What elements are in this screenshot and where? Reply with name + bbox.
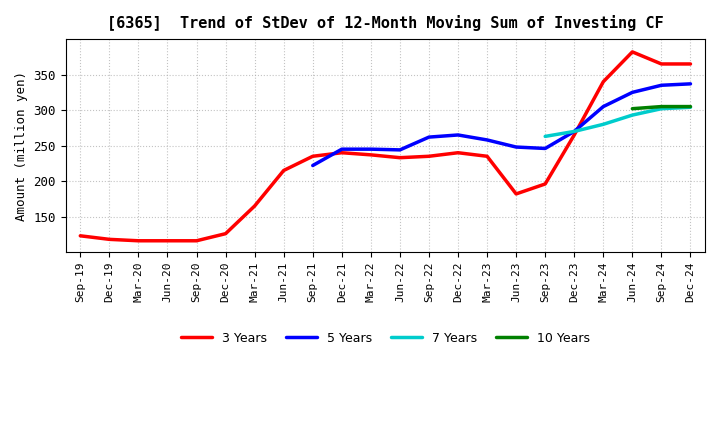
- 3 Years: [425, 154, 433, 159]
- 5 Years: [686, 81, 695, 87]
- 3 Years: [570, 132, 579, 138]
- 5 Years: [425, 135, 433, 140]
- 7 Years: [599, 122, 608, 127]
- 5 Years: [308, 163, 317, 168]
- 3 Years: [76, 233, 85, 238]
- Y-axis label: Amount (million yen): Amount (million yen): [15, 71, 28, 220]
- 5 Years: [628, 90, 636, 95]
- 3 Years: [308, 154, 317, 159]
- 7 Years: [541, 134, 549, 139]
- 3 Years: [512, 191, 521, 197]
- 3 Years: [134, 238, 143, 243]
- Title: [6365]  Trend of StDev of 12-Month Moving Sum of Investing CF: [6365] Trend of StDev of 12-Month Moving…: [107, 15, 664, 31]
- Line: 7 Years: 7 Years: [545, 107, 690, 136]
- 3 Years: [686, 61, 695, 66]
- 3 Years: [251, 203, 259, 209]
- 5 Years: [395, 147, 404, 153]
- 5 Years: [512, 144, 521, 150]
- 10 Years: [657, 104, 666, 109]
- 3 Years: [366, 152, 375, 158]
- Legend: 3 Years, 5 Years, 7 Years, 10 Years: 3 Years, 5 Years, 7 Years, 10 Years: [176, 326, 595, 349]
- 10 Years: [628, 106, 636, 111]
- 7 Years: [570, 129, 579, 134]
- 7 Years: [657, 106, 666, 111]
- 5 Years: [570, 129, 579, 134]
- 5 Years: [483, 137, 492, 143]
- 5 Years: [599, 104, 608, 109]
- 5 Years: [541, 146, 549, 151]
- 5 Years: [366, 147, 375, 152]
- 3 Years: [163, 238, 172, 243]
- Line: 5 Years: 5 Years: [312, 84, 690, 165]
- 3 Years: [192, 238, 201, 243]
- 3 Years: [279, 168, 288, 173]
- 7 Years: [686, 105, 695, 110]
- 3 Years: [599, 79, 608, 84]
- 3 Years: [541, 181, 549, 187]
- 5 Years: [657, 83, 666, 88]
- 3 Years: [105, 237, 114, 242]
- Line: 3 Years: 3 Years: [81, 52, 690, 241]
- 3 Years: [657, 61, 666, 66]
- 3 Years: [221, 231, 230, 236]
- 5 Years: [454, 132, 462, 138]
- 7 Years: [628, 113, 636, 118]
- 3 Years: [454, 150, 462, 155]
- Line: 10 Years: 10 Years: [632, 106, 690, 109]
- 3 Years: [483, 154, 492, 159]
- 10 Years: [686, 104, 695, 109]
- 3 Years: [628, 49, 636, 55]
- 5 Years: [338, 147, 346, 152]
- 3 Years: [338, 150, 346, 155]
- 3 Years: [395, 155, 404, 160]
